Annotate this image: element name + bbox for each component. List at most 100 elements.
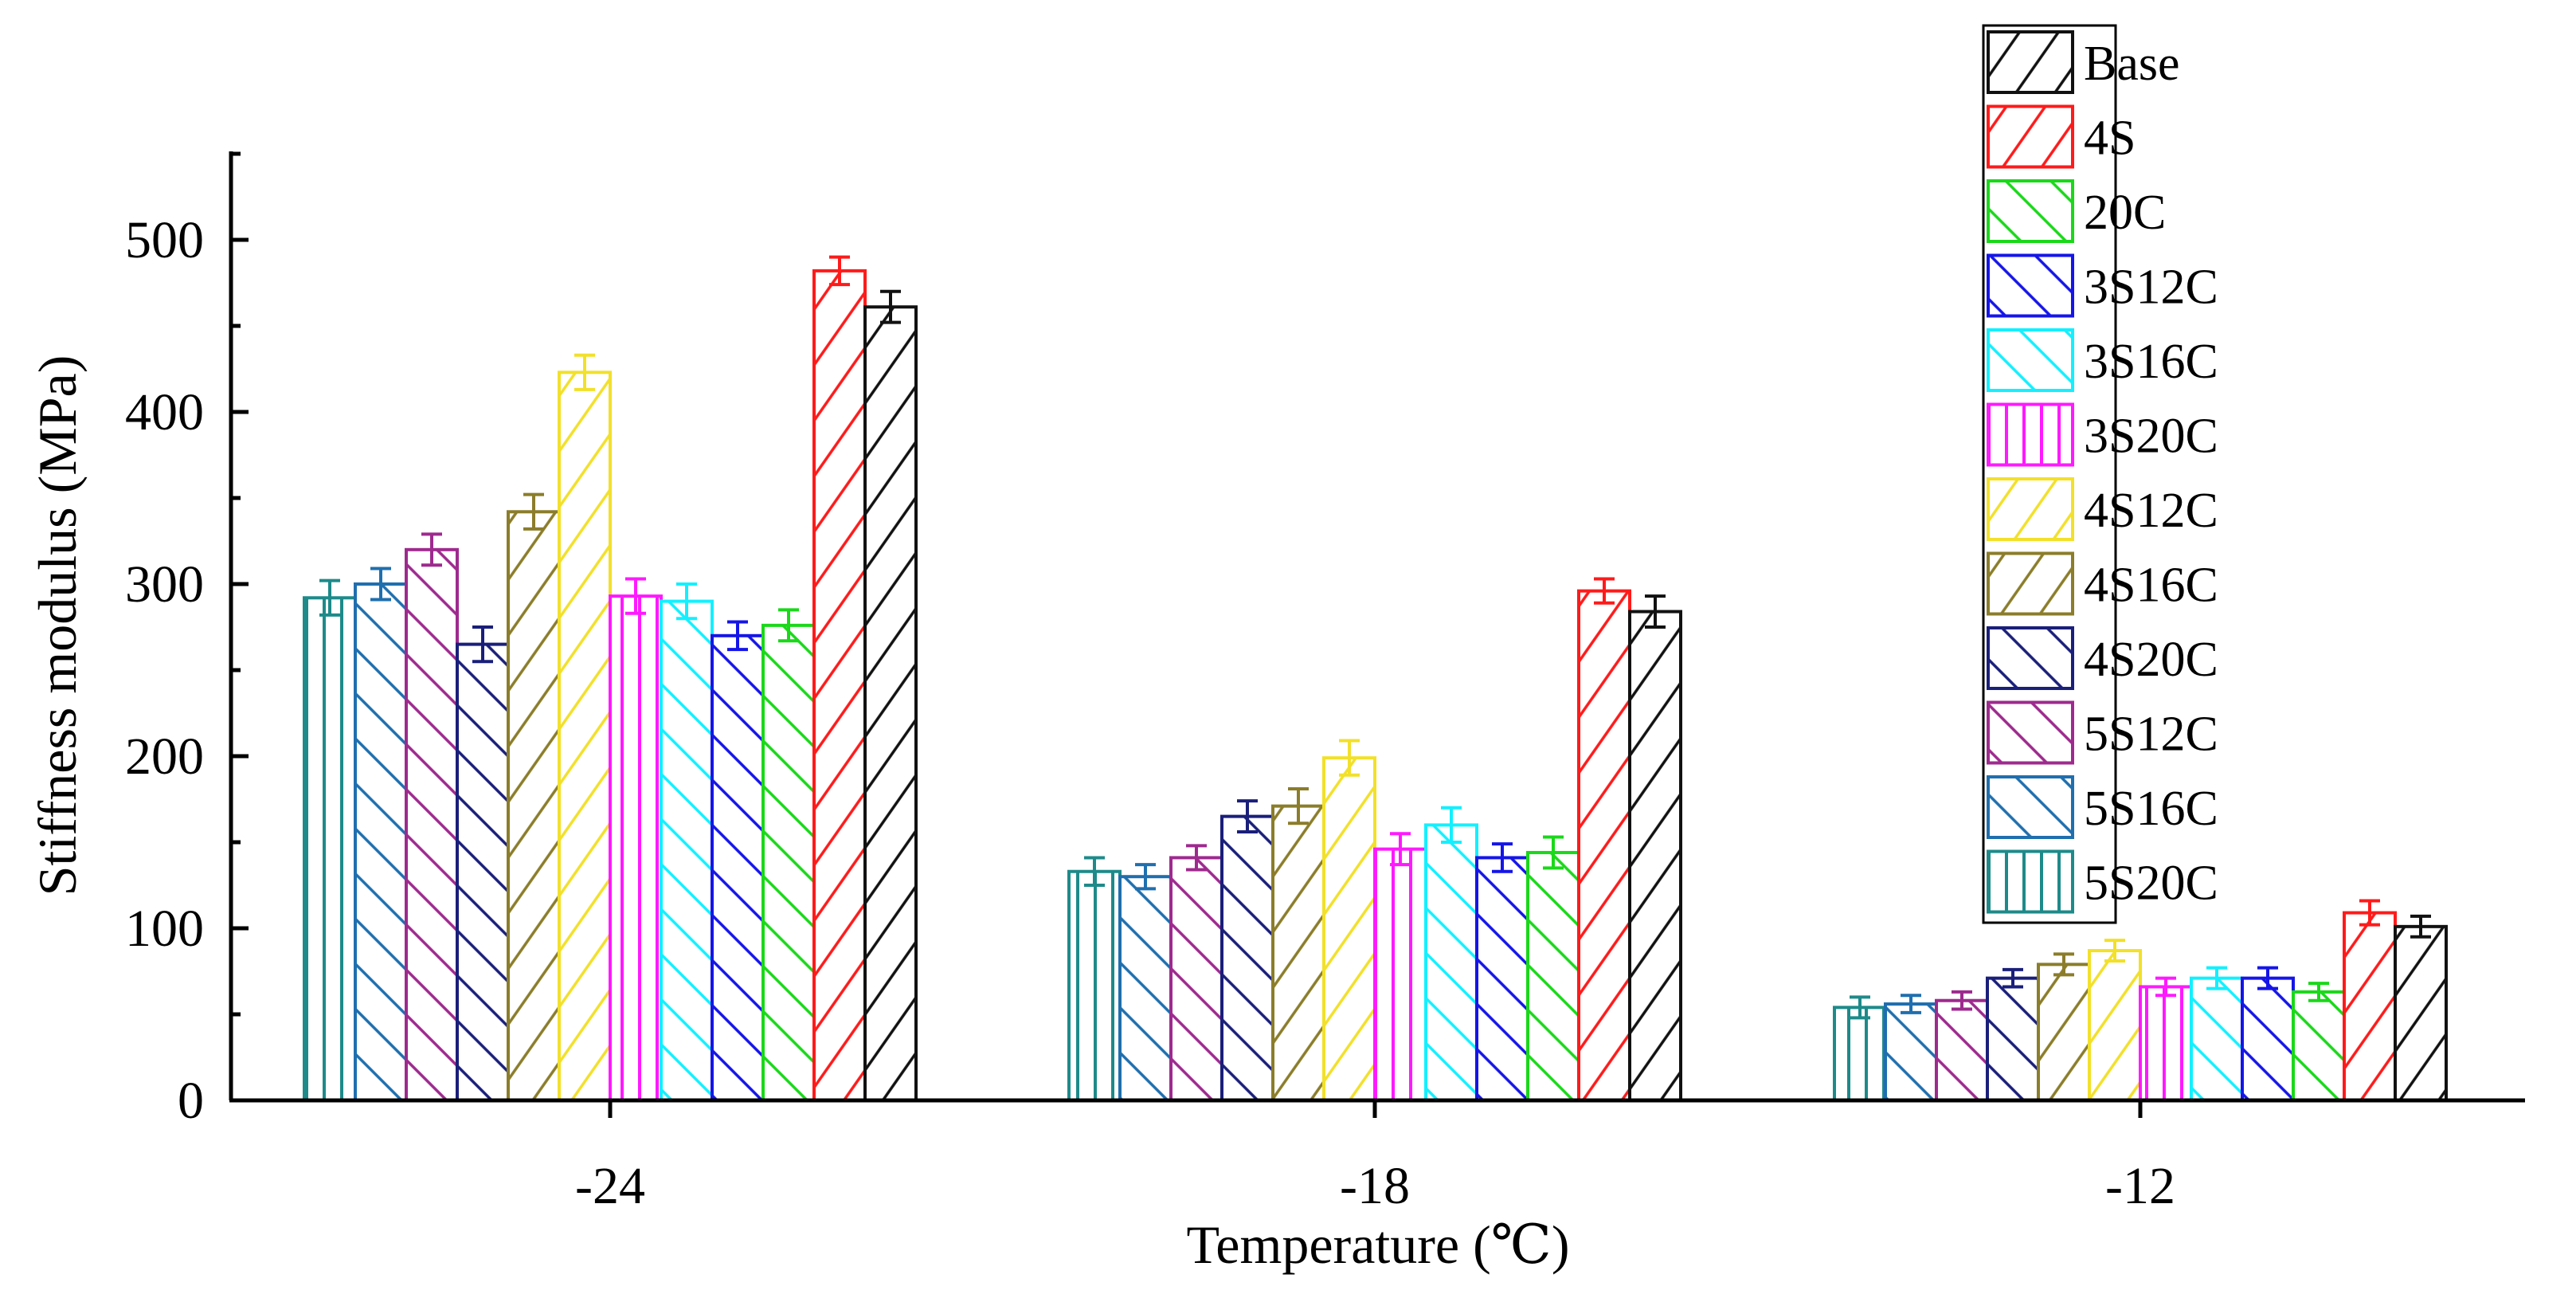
y-ticks: 0 100 200 300 400 500 bbox=[125, 151, 249, 1130]
error-bar-3S20C--24 bbox=[625, 577, 646, 615]
error-bar-4S20C--18 bbox=[1237, 799, 1258, 834]
bar-4S12C--18 bbox=[1322, 756, 1376, 1102]
bar-20C--12 bbox=[2292, 990, 2346, 1103]
legend-swatch bbox=[1987, 626, 2074, 690]
legend-item-4S: 4S bbox=[1987, 104, 2136, 169]
bar-3S16C--24 bbox=[660, 599, 714, 1102]
y-tick-label: 0 bbox=[178, 1072, 204, 1130]
legend: Base4S20C3S12C3S16C3S20C4S12C4S16C4S20C5… bbox=[1982, 24, 2218, 924]
y-tick-label: 400 bbox=[125, 383, 204, 441]
bar-Base--18 bbox=[1628, 610, 1682, 1102]
legend-label: 3S12C bbox=[2084, 261, 2218, 315]
bar-5S16C--18 bbox=[1118, 875, 1173, 1102]
bar-5S20C--18 bbox=[1067, 869, 1122, 1102]
error-bar-Base--24 bbox=[880, 289, 901, 324]
legend-label: 3S20C bbox=[2084, 410, 2218, 464]
legend-swatch bbox=[1987, 849, 2074, 914]
bar-4S--24 bbox=[812, 269, 867, 1102]
error-bar-3S20C--12 bbox=[2155, 976, 2176, 998]
bar-4S--18 bbox=[1577, 589, 1631, 1102]
error-bar-4S16C--12 bbox=[2053, 952, 2074, 977]
error-bar-20C--24 bbox=[778, 608, 799, 643]
bar-Base--12 bbox=[2394, 924, 2448, 1102]
legend-item-4S12C: 4S12C bbox=[1987, 477, 2218, 541]
bar-5S20C--12 bbox=[1833, 1006, 1887, 1102]
x-tick-label: -12 bbox=[2105, 1157, 2175, 1215]
legend-item-4S16C: 4S16C bbox=[1987, 551, 2218, 616]
bar-4S12C--24 bbox=[558, 371, 612, 1102]
error-bar-4S12C--12 bbox=[2104, 939, 2125, 963]
error-bar-3S20C--18 bbox=[1390, 832, 1411, 867]
bar-3S12C--24 bbox=[711, 633, 765, 1102]
bar-3S16C--18 bbox=[1424, 823, 1478, 1103]
x-axis-label: Temperature (℃) bbox=[1187, 1214, 1570, 1275]
bar-3S16C--12 bbox=[2190, 976, 2244, 1103]
legend-label: Base bbox=[2084, 37, 2180, 91]
bar-3S12C--12 bbox=[2241, 976, 2295, 1103]
y-tick-label: 500 bbox=[125, 211, 204, 269]
error-bar-20C--18 bbox=[1543, 835, 1564, 870]
error-bar-3S16C--12 bbox=[2206, 966, 2227, 990]
error-bar-4S--18 bbox=[1594, 577, 1615, 605]
bar-4S--12 bbox=[2343, 911, 2397, 1103]
x-ticks: -24 -18 -12 bbox=[575, 1100, 2175, 1215]
error-bar-5S12C--18 bbox=[1186, 844, 1207, 872]
error-bar-3S12C--24 bbox=[727, 620, 748, 652]
bar-4S16C--24 bbox=[507, 510, 561, 1102]
error-bar-4S16C--24 bbox=[523, 492, 544, 531]
legend-label: 4S16C bbox=[2084, 559, 2218, 613]
legend-item-5S20C: 5S20C bbox=[1987, 849, 2218, 914]
bar-Base--24 bbox=[863, 305, 918, 1102]
error-bar-5S20C--18 bbox=[1084, 856, 1105, 887]
y-tick-label: 100 bbox=[125, 900, 204, 958]
bar-5S16C--24 bbox=[354, 582, 408, 1102]
bar-4S20C--12 bbox=[1986, 976, 2040, 1103]
legend-swatch bbox=[1987, 551, 2074, 616]
legend-label: 5S20C bbox=[2084, 857, 2218, 911]
legend-swatch bbox=[1987, 775, 2074, 839]
error-bar-5S16C--24 bbox=[370, 567, 391, 602]
bar-5S12C--24 bbox=[405, 547, 459, 1102]
error-bar-3S16C--18 bbox=[1441, 806, 1462, 844]
bar-4S12C--12 bbox=[2088, 949, 2142, 1102]
legend-item-5S12C: 5S12C bbox=[1987, 700, 2218, 765]
y-tick-label: 300 bbox=[125, 555, 204, 614]
error-bar-5S12C--12 bbox=[1952, 990, 1972, 1011]
legend-item-Base: Base bbox=[1987, 30, 2180, 94]
bar-20C--18 bbox=[1526, 850, 1580, 1102]
error-bar-3S16C--24 bbox=[676, 582, 697, 621]
error-bar-5S20C--12 bbox=[1850, 995, 1870, 1020]
legend-label: 4S bbox=[2084, 112, 2136, 166]
error-bar-5S16C--12 bbox=[1901, 994, 1921, 1014]
legend-swatch bbox=[1987, 328, 2074, 392]
bar-20C--24 bbox=[761, 623, 816, 1102]
legend-label: 4S12C bbox=[2084, 484, 2218, 538]
bar-4S20C--18 bbox=[1220, 814, 1274, 1102]
error-bar-4S--24 bbox=[829, 255, 850, 287]
error-bar-Base--12 bbox=[2410, 914, 2431, 939]
legend-label: 3S16C bbox=[2084, 335, 2218, 389]
legend-label: 4S20C bbox=[2084, 633, 2218, 687]
error-bar-20C--12 bbox=[2308, 982, 2329, 1002]
error-bars-layer bbox=[319, 255, 2431, 1020]
bars-layer bbox=[303, 269, 2448, 1103]
error-bar-5S20C--24 bbox=[319, 578, 340, 617]
bar-3S20C--24 bbox=[609, 594, 663, 1102]
error-bar-4S12C--24 bbox=[574, 353, 595, 391]
legend-label: 5S12C bbox=[2084, 708, 2218, 762]
bar-3S20C--18 bbox=[1373, 847, 1427, 1102]
legend-swatch bbox=[1987, 253, 2074, 318]
x-tick-label: -24 bbox=[575, 1157, 645, 1215]
error-bar-Base--18 bbox=[1645, 594, 1666, 629]
legend-item-4S20C: 4S20C bbox=[1987, 626, 2218, 690]
bar-3S20C--12 bbox=[2139, 985, 2193, 1102]
bar-5S20C--24 bbox=[303, 596, 357, 1102]
legend-swatch bbox=[1987, 179, 2074, 243]
legend-item-3S20C: 3S20C bbox=[1987, 402, 2218, 467]
error-bar-4S12C--18 bbox=[1339, 739, 1360, 777]
legend-item-5S16C: 5S16C bbox=[1987, 775, 2218, 839]
error-bar-4S20C--24 bbox=[472, 625, 493, 664]
legend-box bbox=[1982, 24, 2117, 924]
bar-5S16C--12 bbox=[1884, 1002, 1938, 1103]
